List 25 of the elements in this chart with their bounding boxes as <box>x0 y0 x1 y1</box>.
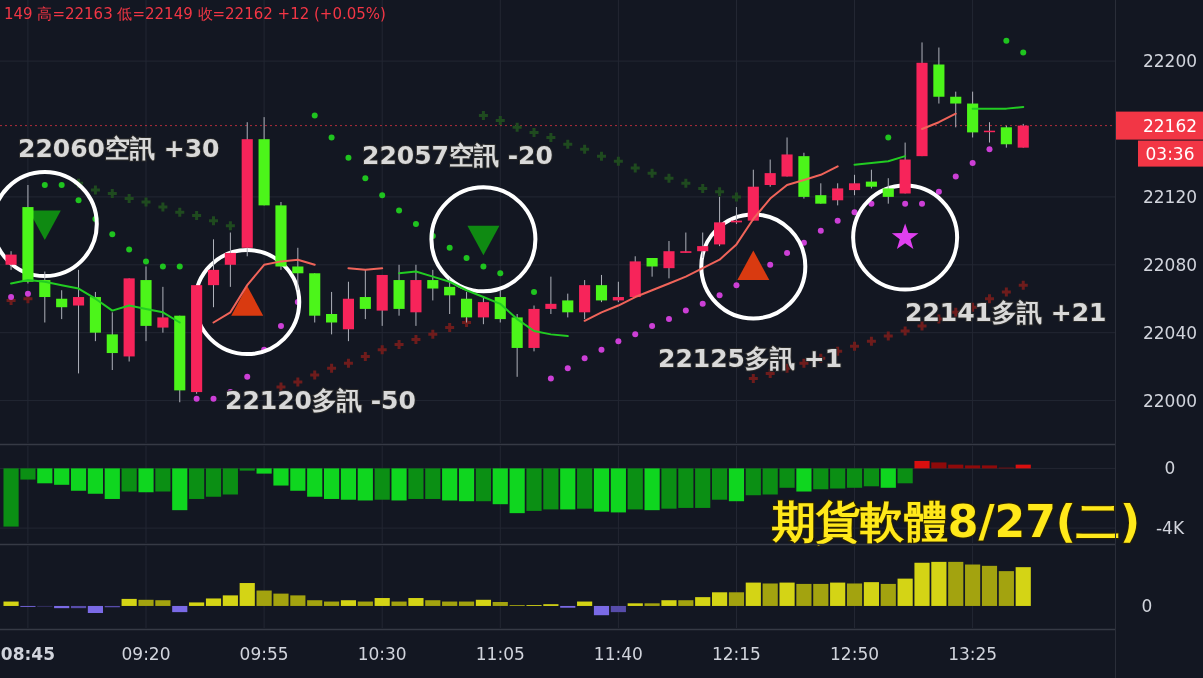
x-tick: 11:05 <box>475 644 525 664</box>
annotation: 22141多訊 +21 <box>905 297 1107 327</box>
y-tick-label: 22200 <box>1142 51 1198 72</box>
ref-line-label: 22162 <box>1142 115 1198 136</box>
annotation: 149 高=22163 低=22149 收=22162 +12 (+0.05%) <box>4 5 386 23</box>
x-tick: 13:25 <box>948 644 998 664</box>
x-tick: 11:40 <box>593 644 643 664</box>
y-tick-label: 22040 <box>1142 322 1198 343</box>
annotation: 22120多訊 -50 <box>225 385 416 415</box>
text: 03:36 <box>1145 143 1195 164</box>
y-tick-label: -4K <box>1155 518 1185 539</box>
x-tick: 10:30 <box>357 644 407 664</box>
x-tick: 09:20 <box>121 644 171 664</box>
y-tick-label: 22000 <box>1142 390 1198 411</box>
annotation: 22057空訊 -20 <box>362 140 553 170</box>
annotation: 22060空訊 +30 <box>18 133 220 163</box>
x-tick: 12:15 <box>711 644 761 664</box>
text: 期貨軟體8/27(二) <box>771 496 1140 547</box>
y-tick-label: 22120 <box>1142 186 1198 207</box>
y-tick-label: 0 <box>1164 458 1176 479</box>
y-tick-label: 22080 <box>1142 254 1198 275</box>
x-tick: 12:50 <box>830 644 880 664</box>
x-tick: 09:55 <box>239 644 289 664</box>
x-tick: 08:45 <box>0 644 55 664</box>
annotation: 22125多訊 +1 <box>658 343 843 373</box>
